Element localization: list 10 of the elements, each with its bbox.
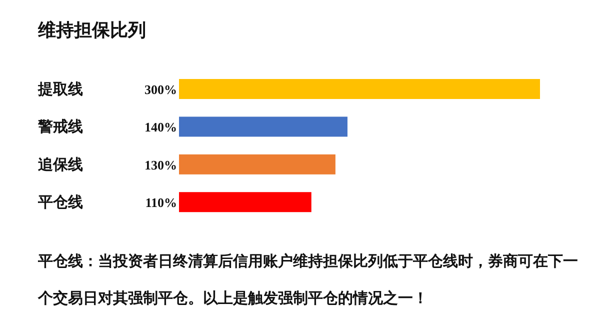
text: 平仓线：当投资者日终清算后信用账户维持担保比列低于平仓线时，券商可在下一个交易日对其强制平仓。以上是触发强制平仓的情况之一！ — [38, 254, 578, 307]
y-tick-label: 追保线 — [37, 156, 83, 174]
y-tick-label: 提取线 — [37, 81, 83, 98]
y-tick-label: 警戒线 — [37, 118, 83, 136]
data-label: 300% — [144, 82, 177, 97]
data-label: 130% — [144, 157, 177, 172]
title: 维持担保比列 — [38, 20, 146, 40]
y-tick-label: 平仓线 — [37, 194, 83, 212]
data-label: 140% — [144, 120, 177, 135]
data-label: 110% — [145, 195, 177, 210]
